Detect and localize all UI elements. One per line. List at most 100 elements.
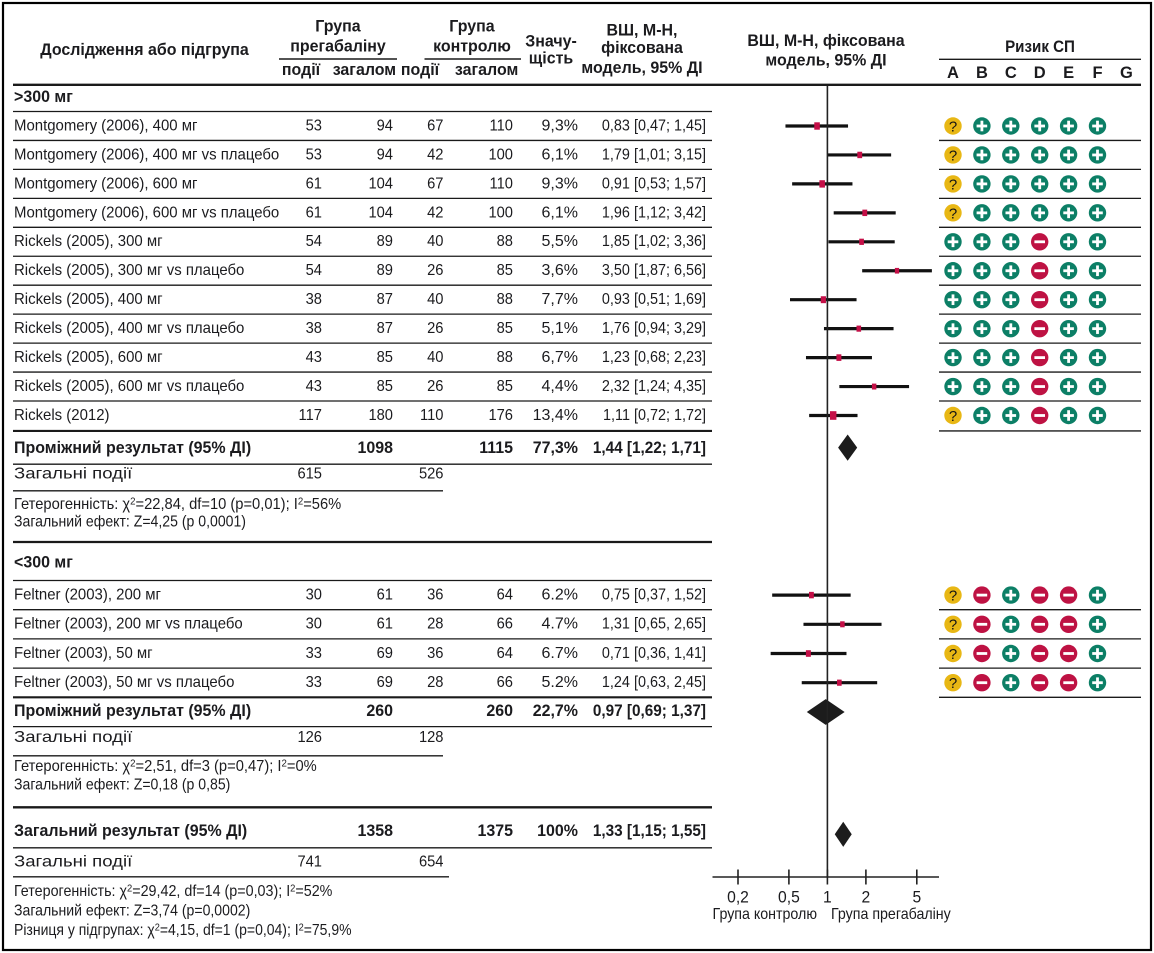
svg-text:?: ? — [949, 646, 957, 663]
svg-text:110: 110 — [420, 406, 443, 424]
svg-text:1098: 1098 — [357, 439, 393, 457]
svg-text:5: 5 — [912, 888, 921, 906]
svg-text:Група контролю: Група контролю — [713, 905, 817, 923]
svg-text:Загальний ефект: Z=0,18 (p 0,8: Загальний ефект: Z=0,18 (p 0,85) — [14, 776, 230, 794]
svg-text:1,33 [1,15; 1,55]: 1,33 [1,15; 1,55] — [593, 823, 706, 841]
svg-text:88: 88 — [497, 348, 513, 366]
svg-text:?: ? — [949, 408, 957, 425]
svg-text:40: 40 — [427, 233, 443, 251]
svg-text:43: 43 — [306, 377, 322, 395]
svg-text:Feltner (2003), 50 мг vs плаце: Feltner (2003), 50 мг vs плацебо — [14, 674, 234, 692]
svg-text:<300 мг: <300 мг — [14, 553, 73, 571]
svg-text:9,3%: 9,3% — [542, 117, 578, 134]
svg-text:1,24 [0,63, 2,45]: 1,24 [0,63, 2,45] — [602, 673, 706, 691]
svg-text:Значу-: Значу- — [525, 32, 577, 50]
svg-text:2: 2 — [862, 888, 871, 906]
svg-text:85: 85 — [377, 348, 393, 366]
svg-text:0,5: 0,5 — [778, 888, 800, 906]
svg-text:0,71 [0,36, 1,41]: 0,71 [0,36, 1,41] — [602, 644, 706, 662]
svg-text:Група: Група — [449, 17, 495, 35]
svg-text:Дослідження або підгрупа: Дослідження або підгрупа — [40, 41, 249, 59]
svg-text:0,83 [0,47; 1,45]: 0,83 [0,47; 1,45] — [602, 117, 706, 135]
svg-text:1,11 [0,72; 1,72]: 1,11 [0,72; 1,72] — [603, 406, 706, 424]
svg-text:Загальний ефект: Z=3,74 (p=0,0: Загальний ефект: Z=3,74 (p=0,0002) — [14, 902, 250, 920]
svg-text:1,44 [1,22; 1,71]: 1,44 [1,22; 1,71] — [593, 439, 706, 457]
svg-text:Група прегабаліну: Група прегабаліну — [831, 905, 951, 923]
svg-text:94: 94 — [377, 117, 394, 135]
svg-text:прегабаліну: прегабаліну — [290, 37, 386, 55]
svg-text:Гетерогенність: χ2=22,84, df=1: Гетерогенність: χ2=22,84, df=10 (p=0,01)… — [14, 495, 342, 513]
svg-text:Feltner (2003), 200 мг vs плац: Feltner (2003), 200 мг vs плацебо — [14, 615, 243, 633]
svg-text:0,91 [0,53; 1,57]: 0,91 [0,53; 1,57] — [602, 175, 706, 193]
svg-text:A: A — [947, 64, 959, 82]
svg-text:36: 36 — [427, 644, 443, 662]
svg-text:Montgomery (2006), 400 мг vs п: Montgomery (2006), 400 мг vs плацебо — [14, 146, 279, 164]
svg-text:28: 28 — [427, 615, 443, 633]
svg-text:61: 61 — [377, 615, 393, 633]
svg-text:Rickels (2005), 400 мг: Rickels (2005), 400 мг — [14, 291, 163, 309]
svg-text:89: 89 — [377, 262, 393, 280]
svg-text:30: 30 — [306, 586, 322, 604]
svg-text:Ризик СП: Ризик СП — [1005, 39, 1075, 57]
svg-text:2,32 [1,24; 4,35]: 2,32 [1,24; 4,35] — [602, 377, 706, 395]
svg-text:61: 61 — [306, 175, 322, 193]
svg-text:5,5%: 5,5% — [542, 233, 578, 250]
svg-text:100%: 100% — [537, 822, 578, 840]
svg-text:Feltner (2003), 200 мг: Feltner (2003), 200 мг — [14, 586, 161, 604]
svg-text:94: 94 — [377, 146, 394, 164]
svg-text:66: 66 — [497, 674, 513, 692]
svg-text:117: 117 — [299, 406, 322, 424]
svg-text:13,4%: 13,4% — [533, 407, 578, 424]
svg-text:6,1%: 6,1% — [542, 204, 578, 221]
svg-text:0,2: 0,2 — [727, 888, 749, 906]
svg-text:Rickels (2005), 600 мг vs плац: Rickels (2005), 600 мг vs плацебо — [14, 378, 244, 396]
svg-text:1,31 [0,65, 2,65]: 1,31 [0,65, 2,65] — [602, 615, 706, 633]
svg-text:110: 110 — [490, 175, 513, 193]
svg-text:3,50 [1,87; 6,56]: 3,50 [1,87; 6,56] — [602, 261, 706, 279]
svg-text:G: G — [1120, 64, 1133, 82]
svg-text:Група: Група — [315, 17, 361, 35]
svg-text:Загальні події: Загальні події — [14, 464, 132, 482]
svg-text:54: 54 — [306, 262, 323, 280]
svg-text:6.7%: 6.7% — [542, 645, 578, 662]
svg-text:1: 1 — [823, 888, 832, 906]
svg-text:1358: 1358 — [357, 822, 393, 840]
svg-text:77,3%: 77,3% — [533, 439, 578, 457]
svg-text:фіксована: фіксована — [601, 39, 684, 57]
svg-text:1115: 1115 — [479, 439, 513, 457]
svg-text:?: ? — [949, 147, 957, 164]
svg-text:1,85 [1,02; 3,36]: 1,85 [1,02; 3,36] — [602, 233, 706, 251]
svg-text:87: 87 — [377, 320, 393, 338]
svg-text:33: 33 — [306, 644, 322, 662]
svg-text:69: 69 — [377, 674, 393, 692]
svg-text:128: 128 — [419, 728, 444, 746]
svg-text:1,76 [0,94; 3,29]: 1,76 [0,94; 3,29] — [602, 319, 706, 337]
svg-text:9,3%: 9,3% — [542, 175, 578, 192]
svg-text:Rickels (2005), 300 мг: Rickels (2005), 300 мг — [14, 233, 163, 251]
svg-text:4,4%: 4,4% — [542, 378, 578, 395]
svg-text:176: 176 — [488, 406, 513, 424]
svg-text:Rickels (2005), 600 мг: Rickels (2005), 600 мг — [14, 349, 163, 367]
svg-text:Montgomery (2006), 400 мг: Montgomery (2006), 400 мг — [14, 117, 198, 135]
svg-text:Rickels (2005), 300 мг vs плац: Rickels (2005), 300 мг vs плацебо — [14, 262, 244, 280]
svg-text:Rickels (2005), 400 мг vs плац: Rickels (2005), 400 мг vs плацебо — [14, 320, 244, 338]
svg-text:30: 30 — [306, 615, 322, 633]
svg-text:E: E — [1063, 64, 1074, 82]
svg-text:загалом: загалом — [455, 61, 518, 79]
svg-text:88: 88 — [497, 233, 513, 251]
svg-text:64: 64 — [497, 586, 514, 604]
svg-text:Montgomery (2006), 600 мг vs п: Montgomery (2006), 600 мг vs плацебо — [14, 204, 279, 222]
svg-text:88: 88 — [497, 291, 513, 309]
svg-text:85: 85 — [497, 320, 513, 338]
svg-text:100: 100 — [488, 146, 513, 164]
svg-text:615: 615 — [297, 465, 322, 483]
svg-text:526: 526 — [419, 465, 444, 483]
svg-text:100: 100 — [488, 204, 513, 222]
svg-text:Rickels (2012): Rickels (2012) — [14, 406, 109, 424]
svg-text:126: 126 — [297, 728, 322, 746]
svg-text:події: події — [282, 61, 321, 79]
svg-text:40: 40 — [427, 291, 443, 309]
svg-text:?: ? — [949, 118, 957, 135]
svg-text:?: ? — [949, 617, 957, 634]
svg-text:?: ? — [949, 205, 957, 222]
